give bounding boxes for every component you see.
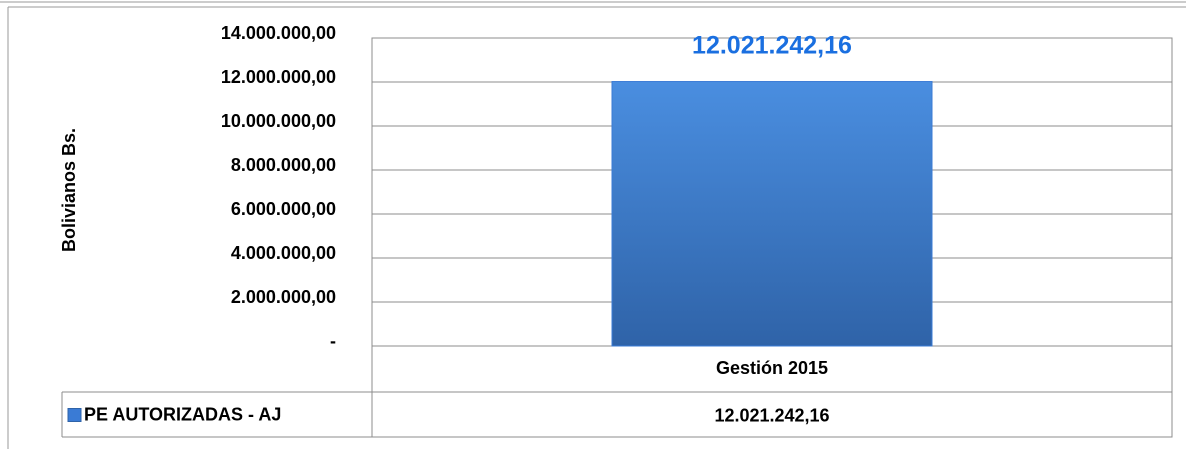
y-tick-label: - bbox=[330, 331, 336, 351]
table-value: 12.021.242,16 bbox=[714, 405, 829, 425]
y-tick-label: 14.000.000,00 bbox=[221, 23, 336, 43]
bar bbox=[611, 81, 933, 347]
legend-swatch bbox=[67, 408, 82, 422]
y-tick-label: 12.000.000,00 bbox=[221, 67, 336, 87]
y-tick-label: 8.000.000,00 bbox=[231, 155, 336, 175]
data-label: 12.021.242,16 bbox=[692, 32, 852, 60]
y-tick-label: 10.000.000,00 bbox=[221, 111, 336, 131]
y-tick-label: 2.000.000,00 bbox=[231, 287, 336, 307]
y-tick-label: 6.000.000,00 bbox=[231, 199, 336, 219]
y-tick-label: 4.000.000,00 bbox=[231, 243, 336, 263]
y-axis-label: Bolivianos Bs. bbox=[59, 128, 79, 252]
x-tick-label: Gestión 2015 bbox=[716, 358, 828, 378]
legend-label: PE AUTORIZADAS - AJ bbox=[84, 404, 281, 424]
